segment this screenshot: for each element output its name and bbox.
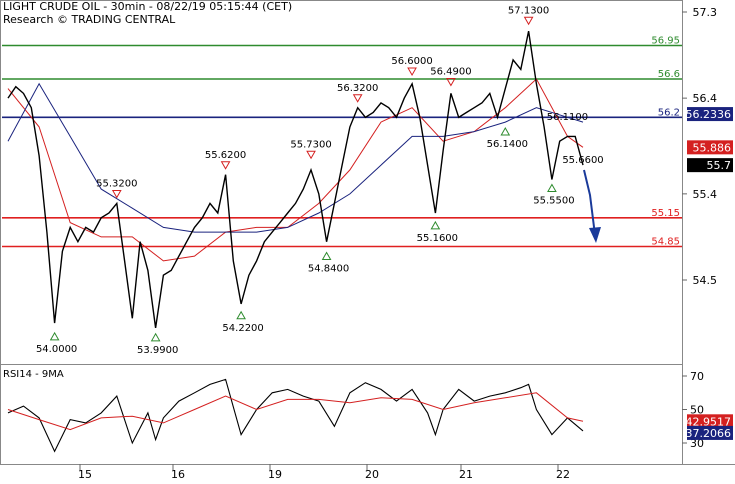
high-label: 57.1300 bbox=[508, 5, 549, 16]
high-marker bbox=[111, 190, 122, 199]
x-tick-label: 22 bbox=[556, 468, 570, 480]
level-label: 55.15 bbox=[651, 208, 680, 219]
last-price-tag: 55.7 bbox=[707, 159, 732, 172]
low-label: 55.5500 bbox=[533, 196, 574, 207]
rsi-y-tick-label: 30 bbox=[690, 437, 704, 450]
price-line bbox=[7, 30, 584, 329]
pivot-price-tag: 56.2336 bbox=[686, 108, 732, 121]
high-label: 56.4900 bbox=[430, 67, 471, 78]
low-label: 54.2200 bbox=[222, 323, 263, 334]
ma-fast-line bbox=[7, 78, 584, 262]
rsi-ma-line bbox=[7, 392, 584, 431]
ma-price-tag: 55.886 bbox=[693, 141, 732, 154]
pivot-price-tag-bg bbox=[687, 107, 733, 122]
low-marker bbox=[547, 183, 557, 192]
ma-slow-line bbox=[7, 82, 584, 233]
chart-subtitle: Research © TRADING CENTRAL bbox=[3, 13, 176, 26]
rsi-value-tag-bg bbox=[687, 425, 733, 440]
y-tick-label: 54.5 bbox=[693, 274, 718, 287]
low-label: 56.1400 bbox=[487, 139, 528, 150]
high-marker bbox=[220, 161, 231, 170]
level-label: 56.2 bbox=[658, 107, 680, 118]
low-marker bbox=[236, 310, 246, 320]
high-marker bbox=[407, 67, 417, 77]
rsi-ma-tag: 42.9517 bbox=[686, 415, 732, 428]
rsi-y-tick-label: 50 bbox=[690, 404, 704, 417]
level-label: 56.95 bbox=[651, 36, 680, 47]
rsi-line bbox=[7, 378, 584, 453]
rsi-panel-title: RSI14 - 9MA bbox=[3, 369, 64, 380]
high-marker bbox=[352, 94, 363, 103]
high-label: 55.6200 bbox=[205, 150, 246, 161]
low-label: 54.8400 bbox=[308, 263, 349, 274]
high-label: 55.3200 bbox=[96, 179, 137, 190]
low-marker bbox=[321, 251, 332, 260]
rsi-y-tick-label: 70 bbox=[690, 370, 704, 383]
low-label: 53.9900 bbox=[137, 345, 178, 356]
rsi-series bbox=[7, 378, 584, 453]
high-marker bbox=[523, 16, 534, 26]
y-tick-label: 56.4 bbox=[693, 92, 718, 105]
high-marker bbox=[446, 78, 456, 87]
level-lines: 56.95 56.6 56.2 55.15 54.85 bbox=[2, 36, 682, 248]
low-label: 55.1600 bbox=[417, 233, 458, 244]
last-price-tag-bg bbox=[687, 158, 733, 173]
high-marker bbox=[306, 150, 316, 160]
high-label: 55.7300 bbox=[290, 139, 331, 150]
annotations: 54.0000 55.3200 53.9900 55.6200 54.2200 55.73… bbox=[36, 5, 604, 356]
rsi-ma-tag-bg bbox=[687, 414, 733, 429]
low-marker bbox=[150, 332, 161, 342]
level-annotation: 55.6600 bbox=[562, 155, 603, 166]
moving-averages bbox=[7, 78, 584, 262]
x-tick-label: 20 bbox=[365, 468, 379, 480]
rsi-panel-frame bbox=[0, 364, 683, 465]
low-label: 54.0000 bbox=[36, 344, 77, 355]
y-tick-label: 57.3 bbox=[693, 6, 718, 19]
chart-title: LIGHT CRUDE OIL - 30min - 08/22/19 05:15… bbox=[3, 0, 293, 13]
x-tick-label: 16 bbox=[171, 468, 185, 480]
high-label: 56.6000 bbox=[391, 56, 432, 67]
level-label: 56.6 bbox=[658, 69, 680, 80]
price-series bbox=[7, 30, 584, 329]
low-marker bbox=[500, 127, 511, 136]
projection-arrow bbox=[583, 169, 601, 243]
high-label: 56.3200 bbox=[337, 83, 378, 94]
level-label: 54.85 bbox=[651, 237, 680, 248]
low-marker bbox=[49, 331, 60, 341]
y-tick-label: 55.4 bbox=[693, 188, 718, 201]
x-tick-label: 15 bbox=[78, 468, 92, 480]
low-marker bbox=[430, 220, 441, 230]
ma-price-tag-bg bbox=[687, 140, 733, 155]
x-tick-label: 21 bbox=[459, 468, 473, 480]
axis-ticks: 54.5 55.4 56.4 57.3 70 50 30 15 16 19 20 21 22 bbox=[78, 6, 718, 481]
level-annotation: 56.1100 bbox=[547, 112, 588, 123]
rsi-value-tag: 37.2066 bbox=[686, 427, 732, 440]
x-tick-label: 19 bbox=[268, 468, 282, 480]
